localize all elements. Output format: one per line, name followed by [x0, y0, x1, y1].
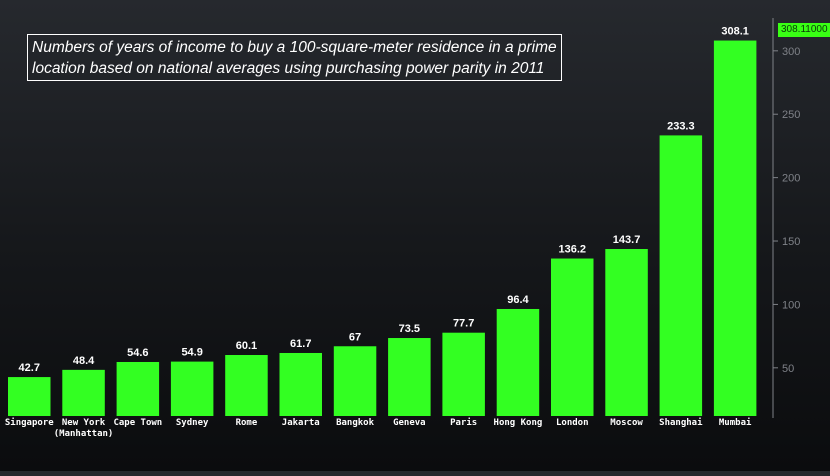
bar-value-label: 67: [349, 331, 361, 343]
x-category-label: New York: [62, 418, 106, 428]
x-category-label: Shanghai: [659, 417, 703, 428]
y-tick-label: 200: [782, 173, 800, 185]
bar: [388, 338, 431, 416]
x-category-label: (Manhattan): [54, 429, 114, 439]
bar-value-label: 48.4: [73, 355, 95, 367]
x-category-label: Moscow: [610, 418, 643, 428]
bar: [170, 361, 214, 416]
bar-value-label: 61.7: [290, 338, 311, 350]
bar-value-label: 143.7: [613, 234, 641, 246]
x-category-label: London: [556, 418, 589, 428]
bar: [333, 346, 377, 416]
bar-value-label: 54.9: [181, 347, 202, 359]
x-category-label: Sydney: [176, 418, 209, 428]
bar-value-label: 73.5: [399, 323, 420, 335]
bar-value-label: 308.1: [721, 26, 749, 38]
bar: [62, 369, 105, 416]
bar-value-label: 136.2: [558, 244, 586, 256]
bar: [659, 135, 703, 416]
bar: [713, 40, 757, 416]
chart-title-line-1: Numbers of years of income to buy a 100-…: [32, 39, 557, 56]
bar: [279, 352, 322, 416]
bar-value-label: 54.6: [127, 347, 148, 359]
bar-value-label: 60.1: [236, 340, 257, 352]
x-category-label: Geneva: [393, 418, 426, 428]
chart-title: Numbers of years of income to buy a 100-…: [27, 34, 562, 81]
bar: [605, 249, 648, 416]
bar-value-label: 96.4: [507, 294, 529, 306]
y-tick-label: 50: [782, 363, 794, 375]
y-tick-label: 250: [782, 109, 800, 121]
y-tick-label: 100: [782, 299, 800, 311]
bar-value-label: 42.7: [19, 362, 40, 374]
bar-value-label: 77.7: [453, 318, 474, 330]
x-category-label: Jakarta: [282, 418, 320, 428]
bar-value-label: 233.3: [667, 120, 695, 132]
bar: [496, 308, 540, 416]
chart-title-line-2: location based on national averages usin…: [32, 60, 545, 77]
x-category-label: Singapore: [5, 417, 54, 428]
x-category-label: Mumbai: [719, 417, 752, 428]
bar: [116, 361, 160, 416]
bar: [442, 332, 485, 416]
bar: [8, 377, 51, 416]
y-tick-label: 150: [782, 236, 800, 248]
y-tick-label: 300: [782, 46, 800, 58]
x-category-label: Rome: [236, 418, 258, 428]
x-category-label: Hong Kong: [494, 418, 543, 428]
x-category-label: Bangkok: [336, 418, 375, 428]
last-value-badge: 308.11000: [778, 23, 830, 37]
x-category-label: Paris: [450, 417, 477, 428]
x-category-label: Cape Town: [113, 418, 162, 428]
bar: [225, 355, 268, 416]
bar: [551, 258, 594, 416]
